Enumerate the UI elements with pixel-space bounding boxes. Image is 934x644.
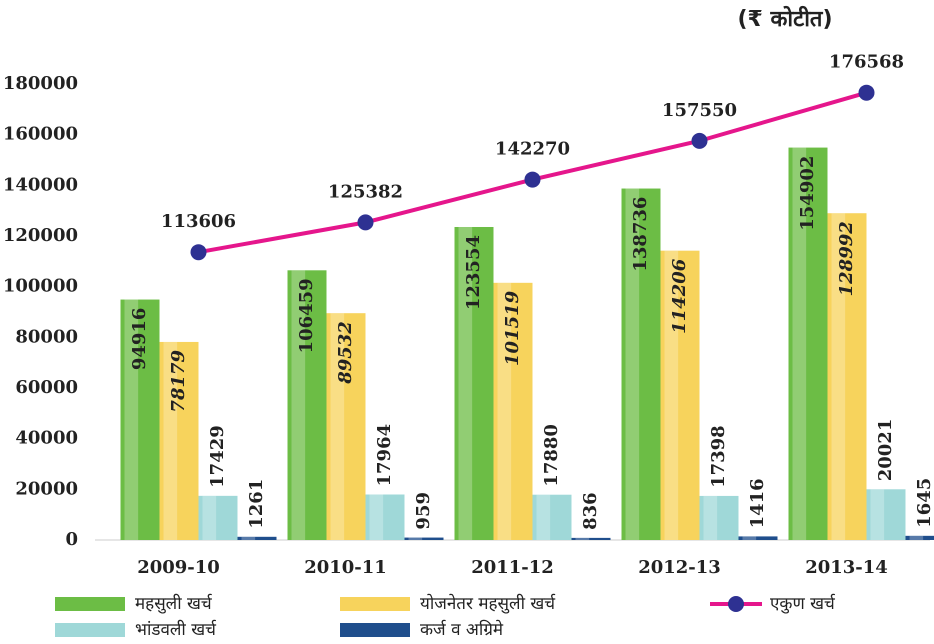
bar <box>493 282 533 540</box>
legend-label: एकुण खर्च <box>770 593 836 614</box>
data-label: 1261 <box>246 479 267 529</box>
bar-shine <box>369 494 384 540</box>
bar <box>532 494 572 540</box>
data-label: 138736 <box>630 197 651 272</box>
data-label: 17398 <box>708 425 729 488</box>
bar-shine <box>202 495 217 540</box>
marker <box>190 244 207 261</box>
bar-shine <box>909 535 924 540</box>
legend-swatch <box>340 597 410 611</box>
bar-shine <box>792 147 807 540</box>
legend-swatch <box>55 623 125 637</box>
marker <box>357 214 374 231</box>
bar-shine <box>625 188 640 540</box>
bar-shine <box>703 495 718 540</box>
bar <box>660 250 700 540</box>
data-label: 17964 <box>374 424 395 487</box>
bar-shine <box>163 341 178 540</box>
bar <box>738 536 778 540</box>
bar-shine <box>831 213 846 540</box>
data-label: 959 <box>413 492 434 530</box>
bar-shine <box>330 313 345 540</box>
bar <box>404 537 444 540</box>
bar-shine <box>291 270 306 540</box>
y-tick-label: 140000 <box>3 174 78 195</box>
data-label: 17429 <box>207 425 228 488</box>
bar <box>788 147 828 540</box>
bar <box>287 270 327 540</box>
bar <box>827 213 867 540</box>
data-label: 1645 <box>914 478 934 528</box>
legend-marker <box>728 596 744 612</box>
y-tick-label: 80000 <box>15 326 78 347</box>
bar <box>198 495 238 540</box>
data-label: 106459 <box>296 278 317 353</box>
bar-shine <box>742 536 757 540</box>
legend-swatch <box>340 623 410 637</box>
data-label: 125382 <box>328 181 403 202</box>
x-tick-label: 2013-14 <box>805 557 888 578</box>
x-tick-label: 2009-10 <box>137 557 220 578</box>
bar <box>905 535 934 540</box>
bar-shine <box>241 536 256 540</box>
y-tick-label: 20000 <box>15 478 78 499</box>
data-label: 1416 <box>747 478 768 528</box>
unit-label: (₹ कोटीत) <box>738 5 833 32</box>
y-tick-label: 0 <box>65 529 78 550</box>
x-tick-label: 2011-12 <box>471 557 554 578</box>
data-label: 89532 <box>335 321 356 385</box>
bar <box>365 494 405 540</box>
bar-shine <box>870 489 885 540</box>
bar-shine <box>497 282 512 540</box>
bar-shine <box>408 537 423 540</box>
bar <box>621 188 661 540</box>
bar <box>699 495 739 540</box>
bar-shine <box>458 226 473 541</box>
data-label: 176568 <box>829 52 904 73</box>
bar <box>571 537 611 540</box>
data-label: 20021 <box>875 419 896 482</box>
bar-shine <box>575 537 590 540</box>
x-tick-label: 2010-11 <box>304 557 387 578</box>
legend-label: भांडवली खर्च <box>135 619 217 640</box>
marker <box>691 132 708 149</box>
y-tick-label: 60000 <box>15 377 78 398</box>
marker <box>858 84 875 101</box>
bar <box>454 226 494 541</box>
y-tick-label: 160000 <box>3 124 78 145</box>
y-tick-label: 100000 <box>3 276 78 297</box>
x-tick-label: 2012-13 <box>638 557 721 578</box>
data-label: 157550 <box>662 100 737 121</box>
bar-shine <box>664 250 679 540</box>
marker <box>524 171 541 188</box>
bar <box>326 313 366 540</box>
bar <box>237 536 277 540</box>
data-label: 154902 <box>797 156 818 231</box>
y-tick-label: 120000 <box>3 225 78 246</box>
legend-label: कर्ज व अग्रिमे <box>420 619 504 640</box>
legend-swatch <box>55 597 125 611</box>
data-label: 114206 <box>669 258 690 334</box>
bar <box>159 341 199 540</box>
data-label: 101519 <box>502 290 523 366</box>
data-label: 94916 <box>129 308 150 371</box>
legend-label: महसुली खर्च <box>135 593 213 614</box>
bar-shine <box>536 494 551 540</box>
bar <box>120 299 160 540</box>
data-label: 128992 <box>836 221 857 296</box>
data-label: 78179 <box>168 349 189 412</box>
data-label: 142270 <box>495 139 570 160</box>
bar <box>866 489 906 540</box>
y-tick-label: 180000 <box>3 73 78 94</box>
data-label: 123554 <box>463 235 484 310</box>
y-tick-label: 40000 <box>15 428 78 449</box>
bar-shine <box>124 299 139 540</box>
legend-label: योजनेतर महसुली खर्च <box>420 593 556 614</box>
data-label: 17880 <box>541 424 562 487</box>
data-label: 836 <box>580 492 601 530</box>
data-label: 113606 <box>161 211 236 232</box>
